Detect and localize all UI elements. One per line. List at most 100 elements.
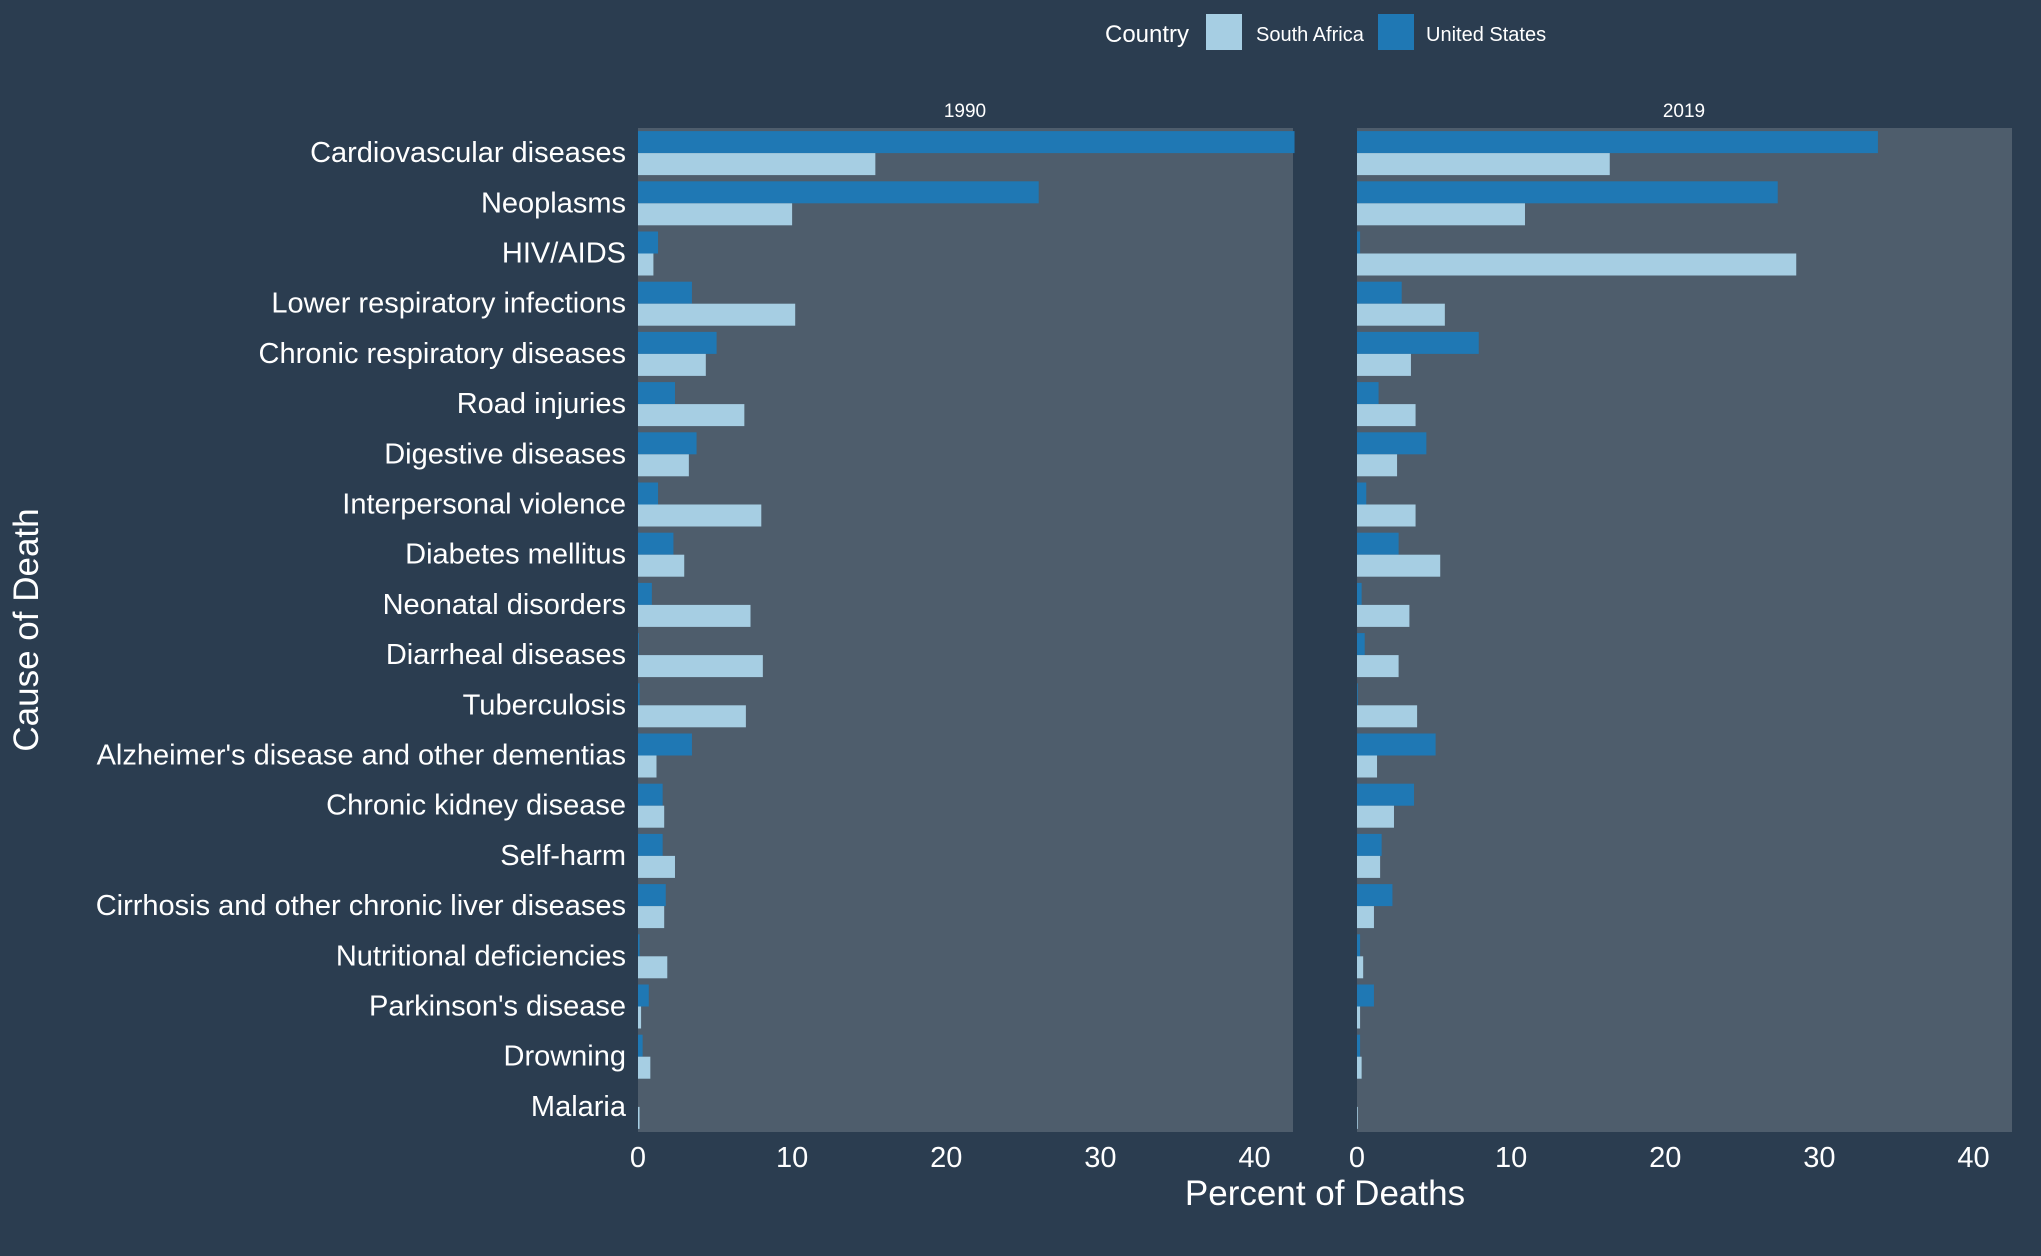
bar-south-africa [1357,1106,1358,1129]
category-label: HIV/AIDS [502,238,626,270]
bar-united-states [638,532,674,555]
bar-united-states [1357,833,1382,856]
bar-united-states [638,331,717,354]
bar-south-africa [638,906,665,929]
category-label: Interpersonal violence [342,489,626,521]
category-label: Malaria [531,1091,627,1123]
bar-united-states [638,582,652,605]
bar-south-africa [1357,353,1411,376]
bar-south-africa [638,1056,651,1079]
bar-south-africa [1357,253,1797,276]
bar-south-africa [638,504,762,527]
bar-south-africa [1357,153,1610,176]
bar-united-states [1357,984,1374,1007]
bar-united-states [1357,331,1479,354]
panel-2019: 2019 0 10 20 30 40 [1349,101,2012,1174]
bar-south-africa [638,855,675,878]
bar-south-africa [638,705,746,728]
category-label: Parkinson's disease [369,991,626,1023]
legend-swatch-united-states [1378,14,1414,50]
panel-background [1357,128,2012,1132]
category-label: Diarrheal diseases [386,639,626,671]
bar-united-states [1357,432,1427,455]
category-label: Neonatal disorders [383,589,626,621]
bar-south-africa [1357,805,1394,828]
bar-south-africa [638,353,706,376]
facet-title-2019: 2019 [1663,101,1705,122]
bar-united-states [1357,884,1393,907]
x-tick-label: 10 [776,1142,808,1174]
x-tick-label: 0 [1349,1142,1365,1174]
bar-united-states [638,482,659,505]
bar-south-africa [1357,906,1374,929]
x-ticks-2019: 0 10 20 30 40 [1349,1142,1990,1174]
bar-south-africa [638,604,751,627]
category-label: Diabetes mellitus [405,539,626,571]
category-label: Tuberculosis [463,689,626,721]
category-label: Digestive diseases [384,438,626,470]
bar-south-africa [638,1106,640,1129]
bar-south-africa [1357,956,1364,979]
bar-united-states [1357,733,1436,756]
facet-title-1990: 1990 [944,101,986,122]
x-tick-label: 40 [1957,1142,1989,1174]
y-axis-category-labels: Cardiovascular diseases Neoplasms HIV/AIDS… [96,137,627,1123]
bar-united-states [638,683,640,706]
bar-south-africa [638,956,668,979]
bar-united-states [1357,683,1358,706]
legend-title: Country [1105,21,1189,48]
x-tick-label: 30 [1084,1142,1116,1174]
bar-south-africa [638,1006,642,1029]
legend-label-united-states: United States [1426,24,1546,46]
x-axis-title: Percent of Deaths [1185,1174,1465,1213]
panel-1990: 1990 0 10 20 30 40 [630,101,1295,1174]
x-tick-label: 10 [1495,1142,1527,1174]
bar-united-states [638,984,649,1007]
bar-united-states [1357,482,1367,505]
x-tick-label: 20 [1649,1142,1681,1174]
category-label: Nutritional deficiencies [336,940,626,972]
category-label: Lower respiratory infections [271,288,626,320]
bar-united-states [638,432,697,455]
category-label: Cardiovascular diseases [310,137,626,169]
x-tick-label: 30 [1803,1142,1835,1174]
bar-united-states [638,131,1295,154]
bar-south-africa [1357,855,1381,878]
bar-south-africa [1357,604,1410,627]
bar-south-africa [1357,755,1378,778]
bar-united-states [638,1034,643,1057]
bar-united-states [1357,281,1402,304]
legend: Country South Africa United States [1105,14,1546,50]
bar-united-states [1357,582,1362,605]
bar-united-states [1357,382,1379,405]
bars-2019 [1357,131,1878,1129]
bar-south-africa [1357,454,1398,477]
bar-united-states [638,934,640,957]
x-tick-label: 40 [1238,1142,1270,1174]
bar-south-africa [638,153,876,176]
bar-south-africa [1357,203,1525,226]
bar-united-states [638,181,1039,204]
bar-south-africa [638,805,665,828]
bar-united-states [638,633,639,656]
bar-united-states [1357,231,1361,254]
bar-south-africa [1357,1006,1361,1029]
category-label: Cirrhosis and other chronic liver diseas… [96,890,626,922]
bar-united-states [638,884,666,907]
bars-1990 [638,131,1295,1129]
bar-united-states [1357,934,1361,957]
legend-swatch-south-africa [1206,14,1242,50]
x-tick-label: 0 [630,1142,646,1174]
x-ticks-1990: 0 10 20 30 40 [630,1142,1271,1174]
bar-south-africa [1357,1056,1362,1079]
bar-united-states [638,733,692,756]
bar-south-africa [1357,705,1418,728]
bar-south-africa [638,203,793,226]
bar-united-states [638,231,659,254]
category-label: Road injuries [457,388,626,420]
bar-united-states [638,382,675,405]
panel-background [638,128,1293,1132]
bar-united-states [638,281,692,304]
bar-united-states [1357,1034,1361,1057]
bar-south-africa [1357,655,1399,678]
